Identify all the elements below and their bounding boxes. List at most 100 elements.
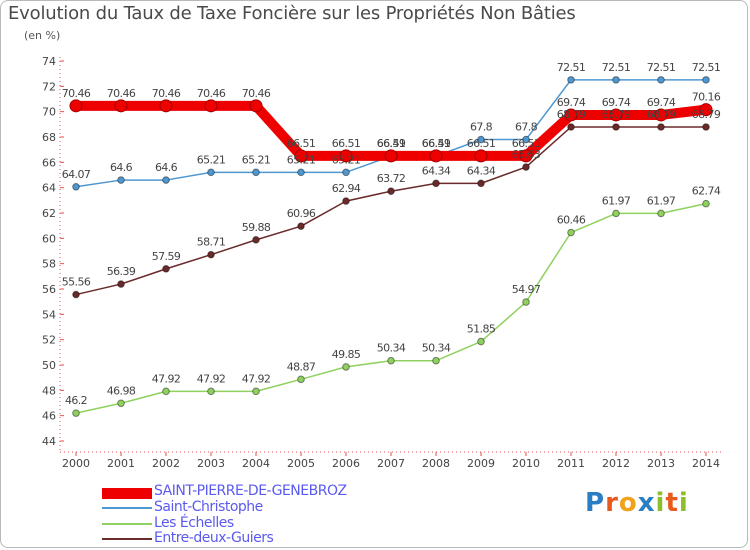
logo-letter: o bbox=[618, 488, 638, 518]
data-point-entre-deux-guiers bbox=[297, 222, 305, 230]
data-label-entre-deux-guiers: 68.79 bbox=[557, 108, 586, 121]
data-label-entre-deux-guiers: 57.59 bbox=[152, 250, 181, 263]
data-point-saint-christophe bbox=[657, 76, 665, 84]
data-label-saint-pierre-de-genebroz: 69.74 bbox=[647, 96, 676, 109]
data-point-entre-deux-guiers bbox=[162, 265, 170, 273]
data-label-les-chelles: 60.46 bbox=[557, 214, 586, 227]
y-tick-label: 56 bbox=[42, 283, 56, 296]
data-label-entre-deux-guiers: 56.39 bbox=[107, 265, 136, 278]
data-label-entre-deux-guiers: 65.63 bbox=[512, 148, 541, 161]
legend-swatch-saint-pierre bbox=[102, 488, 152, 499]
data-point-saint-pierre-de-genebroz bbox=[159, 99, 173, 113]
data-point-saint-pierre-de-genebroz bbox=[249, 99, 263, 113]
legend-swatch-entre-deux-guiers bbox=[102, 538, 152, 540]
x-tick-label: 2007 bbox=[377, 457, 405, 470]
x-tick-label: 2011 bbox=[557, 457, 585, 470]
data-point-saint-christophe bbox=[117, 176, 125, 184]
data-label-entre-deux-guiers: 60.96 bbox=[287, 207, 316, 220]
data-point-entre-deux-guiers bbox=[657, 123, 665, 131]
data-point-saint-christophe bbox=[477, 135, 485, 144]
logo-letter: P bbox=[585, 488, 606, 518]
data-point-saint-pierre-de-genebroz bbox=[474, 149, 488, 163]
data-point-saint-pierre-de-genebroz bbox=[204, 99, 218, 113]
data-label-les-chelles: 61.97 bbox=[647, 194, 676, 207]
data-point-les-chelles bbox=[207, 387, 215, 396]
data-point-saint-christophe bbox=[297, 168, 305, 177]
data-label-saint-christophe: 72.51 bbox=[602, 61, 631, 74]
x-tick-label: 2014 bbox=[692, 457, 720, 470]
chart-subtitle: (en %) bbox=[24, 29, 61, 42]
data-point-les-chelles bbox=[387, 356, 395, 365]
data-label-saint-pierre-de-genebroz: 70.16 bbox=[692, 91, 721, 104]
data-label-entre-deux-guiers: 68.79 bbox=[647, 108, 676, 121]
data-point-les-chelles bbox=[477, 337, 485, 346]
data-label-les-chelles: 50.34 bbox=[377, 342, 406, 355]
x-tick-label: 2012 bbox=[602, 457, 630, 470]
data-label-saint-pierre-de-genebroz: 70.46 bbox=[152, 87, 181, 100]
data-label-saint-pierre-de-genebroz: 66.51 bbox=[467, 137, 496, 150]
data-point-les-chelles bbox=[72, 409, 80, 417]
data-point-saint-pierre-de-genebroz bbox=[69, 99, 83, 113]
data-label-entre-deux-guiers: 68.79 bbox=[602, 108, 631, 121]
logo-letter: t bbox=[665, 488, 679, 518]
data-point-entre-deux-guiers bbox=[612, 123, 620, 131]
x-tick-label: 2003 bbox=[197, 457, 225, 470]
data-point-saint-christophe bbox=[252, 168, 260, 177]
y-tick-label: 72 bbox=[42, 80, 56, 93]
data-label-entre-deux-guiers: 58.71 bbox=[197, 236, 226, 249]
data-point-les-chelles bbox=[342, 363, 350, 371]
x-tick-label: 2008 bbox=[422, 457, 450, 470]
data-point-les-chelles bbox=[702, 199, 710, 208]
data-point-les-chelles bbox=[657, 209, 665, 218]
data-point-les-chelles bbox=[297, 375, 305, 384]
data-point-saint-christophe bbox=[702, 76, 710, 84]
x-tick-label: 2013 bbox=[647, 457, 675, 470]
data-label-saint-pierre-de-genebroz: 69.74 bbox=[557, 96, 586, 109]
data-point-entre-deux-guiers bbox=[342, 197, 350, 205]
data-point-les-chelles bbox=[432, 356, 440, 365]
y-tick-label: 70 bbox=[42, 106, 56, 119]
data-point-saint-pierre-de-genebroz bbox=[384, 149, 398, 163]
data-point-saint-christophe bbox=[342, 168, 350, 177]
data-point-les-chelles bbox=[612, 209, 620, 218]
chart-title: Evolution du Taux de Taxe Foncière sur l… bbox=[8, 3, 576, 24]
data-label-saint-pierre-de-genebroz: 66.51 bbox=[422, 137, 451, 150]
logo-letter: i bbox=[678, 488, 689, 518]
data-label-les-chelles: 54.97 bbox=[512, 283, 541, 296]
data-label-saint-christophe: 67.8 bbox=[470, 121, 493, 134]
data-point-saint-pierre-de-genebroz bbox=[114, 99, 128, 113]
data-point-saint-pierre-de-genebroz bbox=[429, 149, 443, 163]
proxiti-logo: Proxiti bbox=[585, 488, 689, 518]
data-label-les-chelles: 49.85 bbox=[332, 348, 361, 361]
y-tick-label: 50 bbox=[42, 359, 56, 372]
data-point-saint-pierre-de-genebroz bbox=[699, 103, 713, 117]
data-point-entre-deux-guiers bbox=[117, 280, 125, 288]
data-label-saint-pierre-de-genebroz: 66.51 bbox=[287, 137, 316, 150]
data-label-entre-deux-guiers: 64.34 bbox=[422, 164, 451, 177]
data-label-saint-pierre-de-genebroz: 66.51 bbox=[377, 137, 406, 150]
data-label-saint-christophe: 65.21 bbox=[332, 153, 361, 166]
data-label-saint-pierre-de-genebroz: 66.51 bbox=[512, 137, 541, 150]
x-tick-label: 2000 bbox=[62, 457, 90, 470]
data-label-saint-christophe: 65.21 bbox=[287, 153, 316, 166]
legend-label-saint-christophe: Saint-Christophe bbox=[154, 499, 263, 515]
logo-letter: i bbox=[655, 488, 666, 518]
data-label-saint-pierre-de-genebroz: 66.51 bbox=[332, 137, 361, 150]
data-label-saint-christophe: 66.49 bbox=[422, 137, 451, 150]
data-label-les-chelles: 50.34 bbox=[422, 342, 451, 355]
data-point-entre-deux-guiers bbox=[207, 250, 215, 259]
x-tick-label: 2004 bbox=[242, 457, 270, 470]
y-tick-label: 52 bbox=[42, 334, 56, 347]
legend-swatch-saint-christophe bbox=[102, 507, 152, 509]
data-label-les-chelles: 47.92 bbox=[152, 372, 181, 385]
data-point-saint-christophe bbox=[522, 135, 530, 144]
data-label-entre-deux-guiers: 64.34 bbox=[467, 164, 496, 177]
logo-letter: x bbox=[637, 488, 656, 518]
legend-label-entre-deux-guiers: Entre-deux-Guiers bbox=[154, 530, 274, 546]
data-label-les-chelles: 47.92 bbox=[197, 372, 226, 385]
data-point-saint-pierre-de-genebroz bbox=[609, 108, 623, 122]
y-tick-label: 60 bbox=[42, 232, 56, 245]
data-label-les-chelles: 47.92 bbox=[242, 372, 271, 385]
data-label-saint-pierre-de-genebroz: 70.46 bbox=[197, 87, 226, 100]
